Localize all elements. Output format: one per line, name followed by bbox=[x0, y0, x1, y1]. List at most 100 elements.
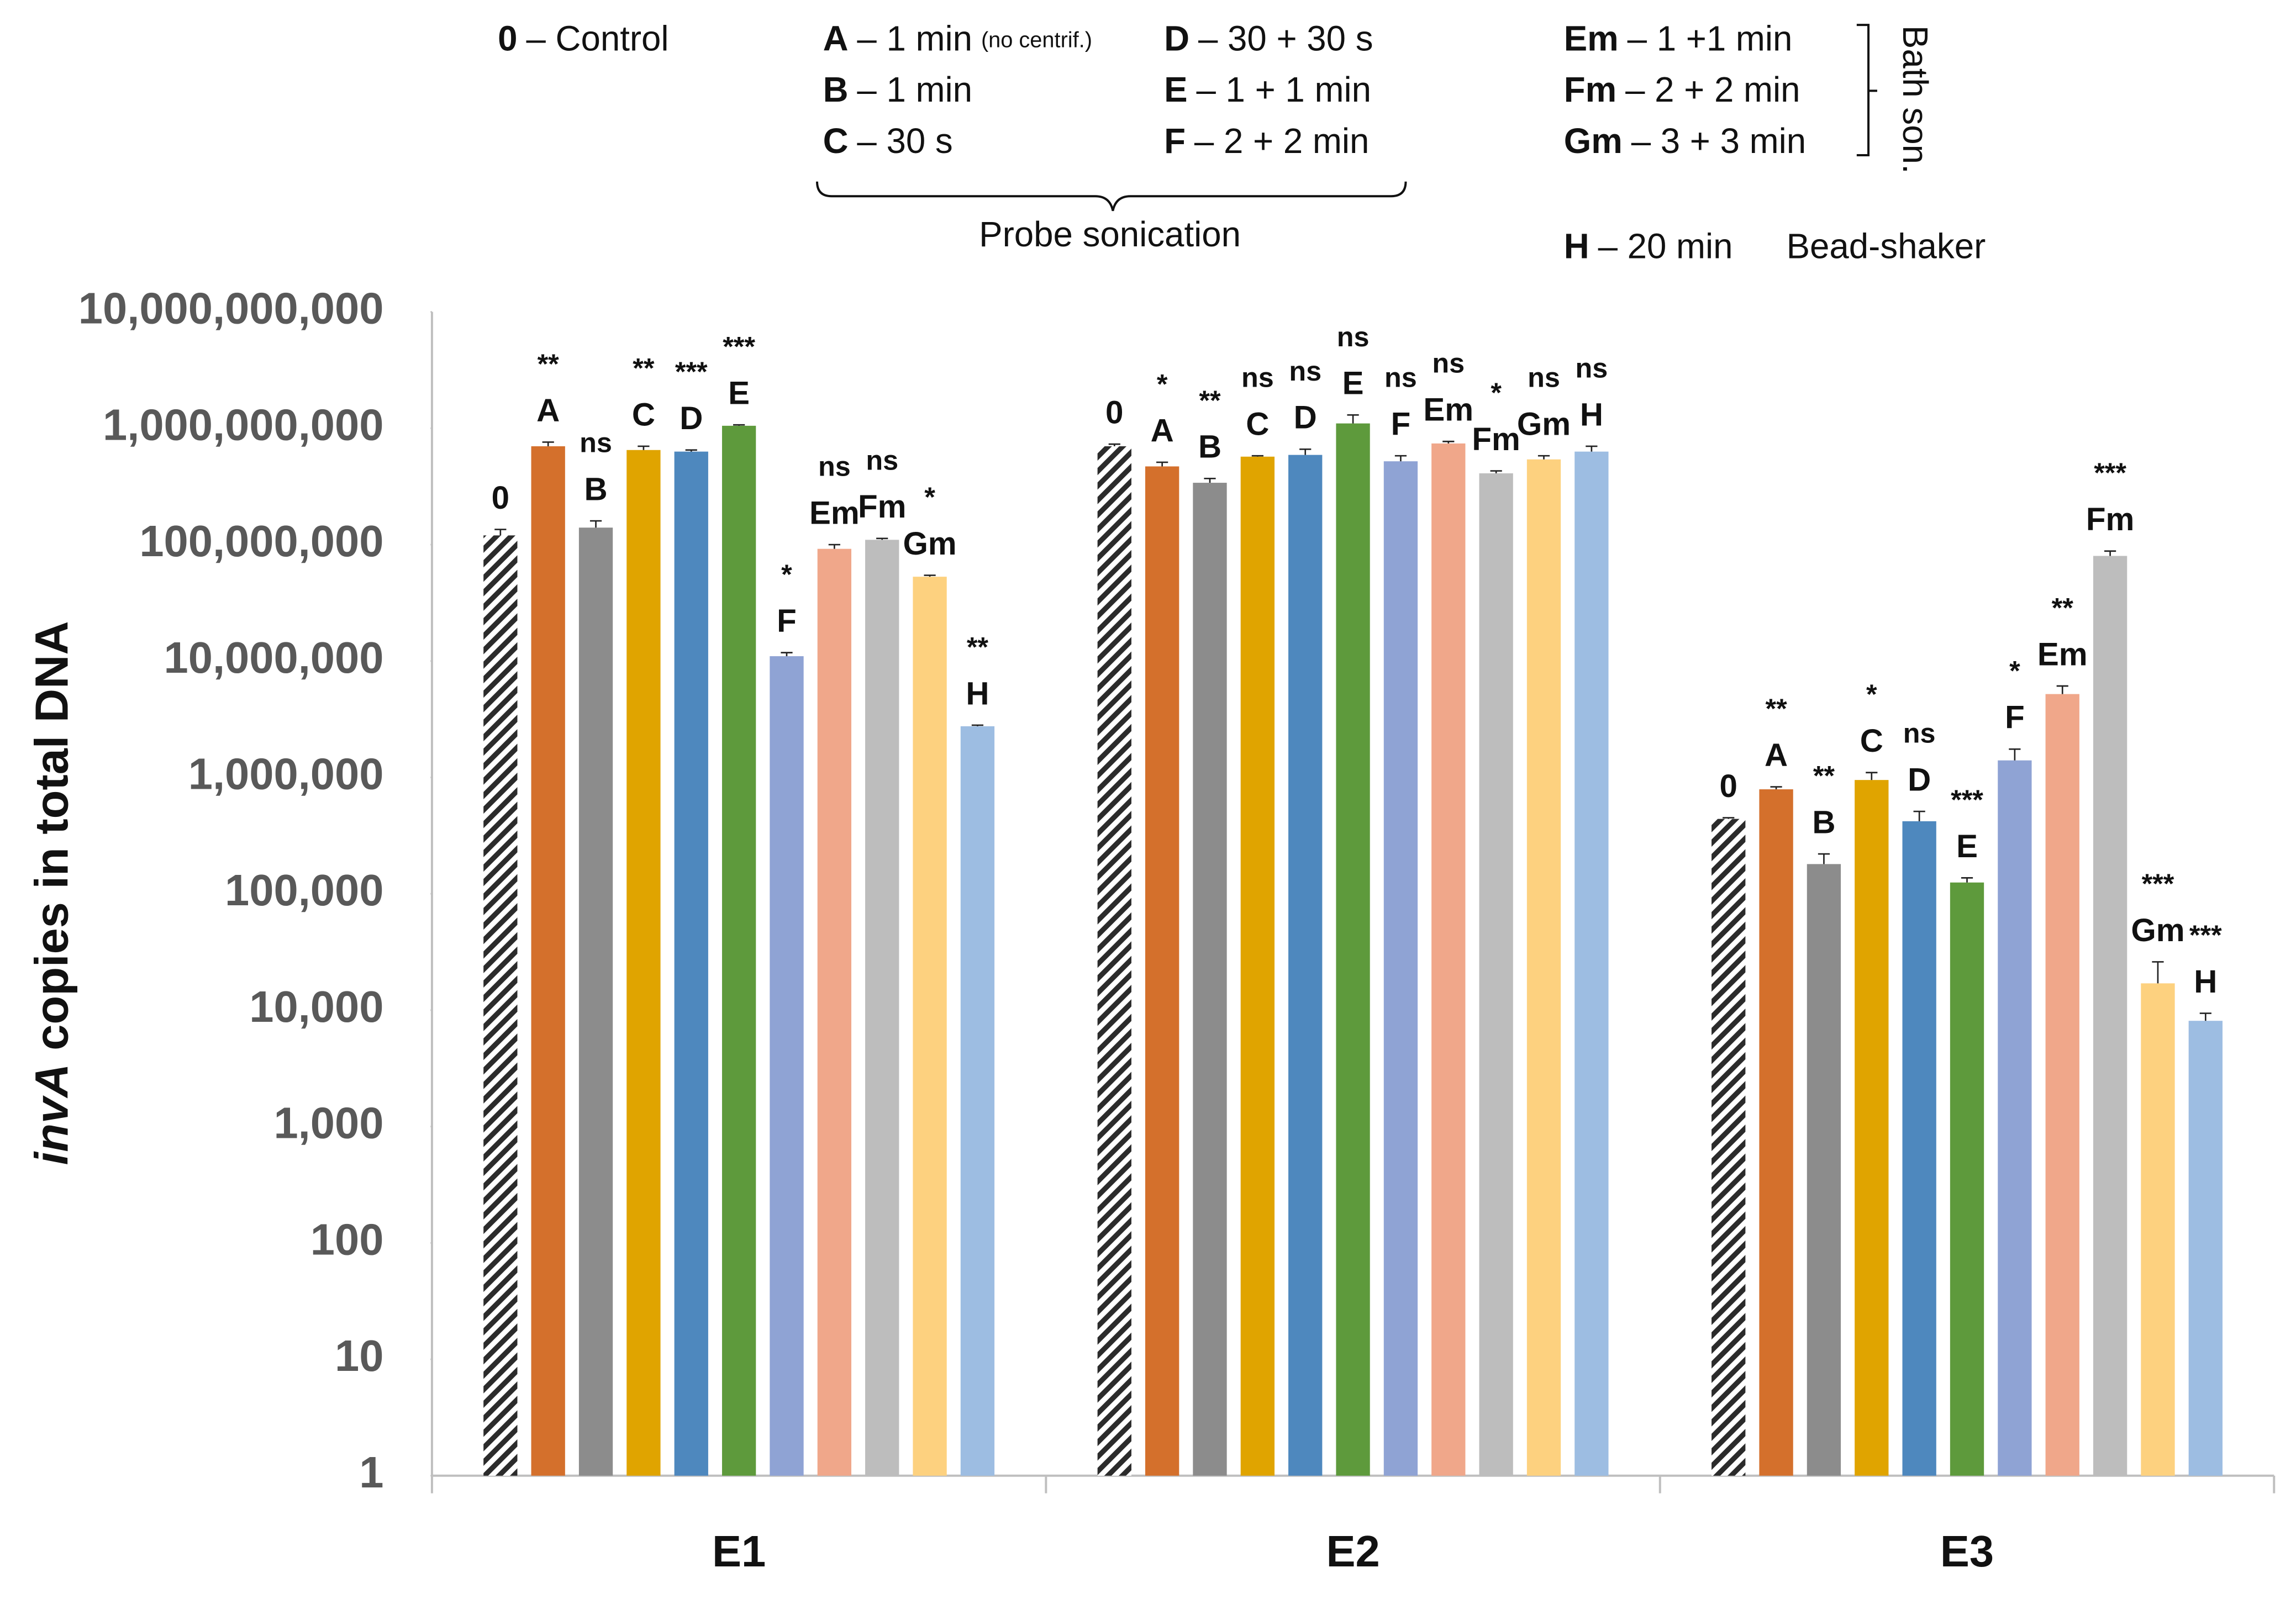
significance-label: ** bbox=[1765, 693, 1787, 724]
legend-text: – 1 min bbox=[857, 70, 972, 109]
bar-label: F bbox=[2005, 700, 2025, 736]
bar-label: E bbox=[1342, 366, 1364, 402]
legend-text: – 1 min bbox=[857, 19, 972, 58]
bar bbox=[674, 451, 708, 1476]
legend-item: A – 1 min (no centrif.) bbox=[823, 19, 1092, 58]
legend-item: E – 1 + 1 min bbox=[1164, 70, 1371, 109]
legend-text: – 2 + 2 min bbox=[1625, 70, 1800, 109]
y-tick-label: 1 bbox=[359, 1448, 383, 1497]
x-tick-label: E1 bbox=[712, 1527, 766, 1576]
legend-key: B bbox=[823, 70, 849, 109]
significance-label: ** bbox=[2052, 592, 2074, 623]
group-label: Probe sonication bbox=[979, 215, 1241, 254]
bar-label: 0 bbox=[1105, 395, 1123, 431]
significance-label: *** bbox=[2094, 457, 2126, 488]
significance-label: * bbox=[1491, 377, 1502, 408]
bar bbox=[1950, 882, 1984, 1476]
significance-label: ns bbox=[1575, 352, 1608, 383]
legend-key: 0 bbox=[498, 19, 517, 58]
y-tick-label: 100,000,000 bbox=[139, 516, 383, 566]
legend-text: – 2 + 2 min bbox=[1194, 122, 1369, 161]
bar bbox=[1431, 443, 1466, 1476]
legend-text: – 1 + 1 min bbox=[1196, 70, 1371, 109]
legend-item: Em – 1 +1 min bbox=[1564, 19, 1793, 58]
bar-label: F bbox=[1391, 407, 1411, 442]
bar-label: H bbox=[1580, 397, 1603, 432]
significance-label: * bbox=[2009, 655, 2020, 687]
bar-label: D bbox=[1908, 762, 1931, 798]
legend-text: – 30 s bbox=[857, 122, 952, 161]
bar bbox=[1240, 456, 1275, 1476]
bar bbox=[578, 527, 613, 1476]
bar-label: Gm bbox=[903, 526, 956, 562]
legend-item: Fm – 2 + 2 min bbox=[1564, 70, 1800, 109]
legend-note: (no centrif.) bbox=[981, 28, 1092, 52]
significance-label: ns bbox=[866, 444, 898, 476]
x-tick-label: E3 bbox=[1940, 1527, 1994, 1576]
bar-label: Fm bbox=[1472, 421, 1520, 457]
significance-label: *** bbox=[2189, 919, 2222, 951]
bar-label: D bbox=[680, 400, 703, 436]
bar bbox=[2188, 1021, 2223, 1476]
legend-text: – 1 +1 min bbox=[1628, 19, 1793, 58]
legend-item: F – 2 + 2 min bbox=[1164, 122, 1369, 161]
bar bbox=[1759, 789, 1793, 1476]
significance-label: ** bbox=[1199, 384, 1221, 416]
group-label: Bead-shaker bbox=[1787, 226, 1986, 266]
bar-label: D bbox=[1294, 400, 1317, 436]
significance-label: ns bbox=[1289, 355, 1321, 387]
legend-item: Gm – 3 + 3 min bbox=[1564, 122, 1806, 161]
bar-label: Em bbox=[2037, 636, 2088, 672]
legend-notes: 0– Control A – 1 min (no centrif.) B – 1 mi… bbox=[498, 19, 1986, 266]
bar-label: Fm bbox=[858, 489, 906, 525]
y-label-italic: invA bbox=[25, 1064, 78, 1165]
bar-label: E bbox=[728, 376, 750, 411]
bar-label: Em bbox=[1423, 392, 1473, 428]
significance-label: * bbox=[1866, 678, 1877, 710]
significance-label: ** bbox=[538, 348, 560, 379]
y-tick-label: 1,000,000,000 bbox=[103, 400, 383, 449]
bar bbox=[626, 450, 661, 1476]
legend-key: Fm bbox=[1564, 70, 1616, 109]
bar bbox=[722, 425, 756, 1476]
significance-label: * bbox=[924, 481, 935, 513]
bar-label: 0 bbox=[492, 480, 509, 516]
bar-label: 0 bbox=[1720, 768, 1737, 804]
bar bbox=[1383, 461, 1418, 1476]
legend-text: – Control bbox=[526, 19, 668, 58]
bar bbox=[960, 726, 995, 1476]
bar-label: Fm bbox=[2086, 502, 2134, 537]
bar bbox=[1526, 459, 1561, 1476]
bar bbox=[2141, 983, 2175, 1476]
legend-key: A bbox=[823, 19, 849, 58]
bath-bracket bbox=[1856, 24, 1877, 156]
x-tick-label: E2 bbox=[1326, 1527, 1379, 1576]
bar bbox=[913, 577, 947, 1476]
significance-label: ns bbox=[1384, 362, 1417, 393]
bar bbox=[2045, 694, 2079, 1476]
bar bbox=[1807, 864, 1841, 1476]
y-tick-label: 10,000,000 bbox=[164, 633, 384, 682]
bar-label: E bbox=[1956, 828, 1978, 864]
bar-label: H bbox=[966, 676, 989, 711]
significance-label: ns bbox=[1337, 321, 1370, 352]
significance-label: ns bbox=[580, 427, 612, 458]
significance-label: ** bbox=[967, 631, 989, 662]
significance-label: ns bbox=[1528, 362, 1560, 393]
significance-label: ns bbox=[1241, 362, 1274, 393]
bar bbox=[2093, 556, 2128, 1476]
bar-label: B bbox=[1812, 804, 1835, 840]
bar bbox=[865, 540, 899, 1476]
y-tick-label: 10 bbox=[335, 1331, 383, 1380]
bar-label: C bbox=[632, 397, 655, 432]
legend-text: – 30 + 30 s bbox=[1198, 19, 1373, 58]
probe-brace bbox=[815, 181, 1407, 212]
y-tick-label: 1,000 bbox=[273, 1099, 383, 1148]
bar bbox=[1855, 780, 1889, 1476]
y-tick-label: 100 bbox=[310, 1215, 384, 1264]
legend-item: H – 20 min bbox=[1564, 226, 1733, 266]
bar-label: Gm bbox=[2131, 912, 2184, 948]
bar bbox=[1193, 483, 1227, 1476]
legend-key: Gm bbox=[1564, 122, 1623, 161]
